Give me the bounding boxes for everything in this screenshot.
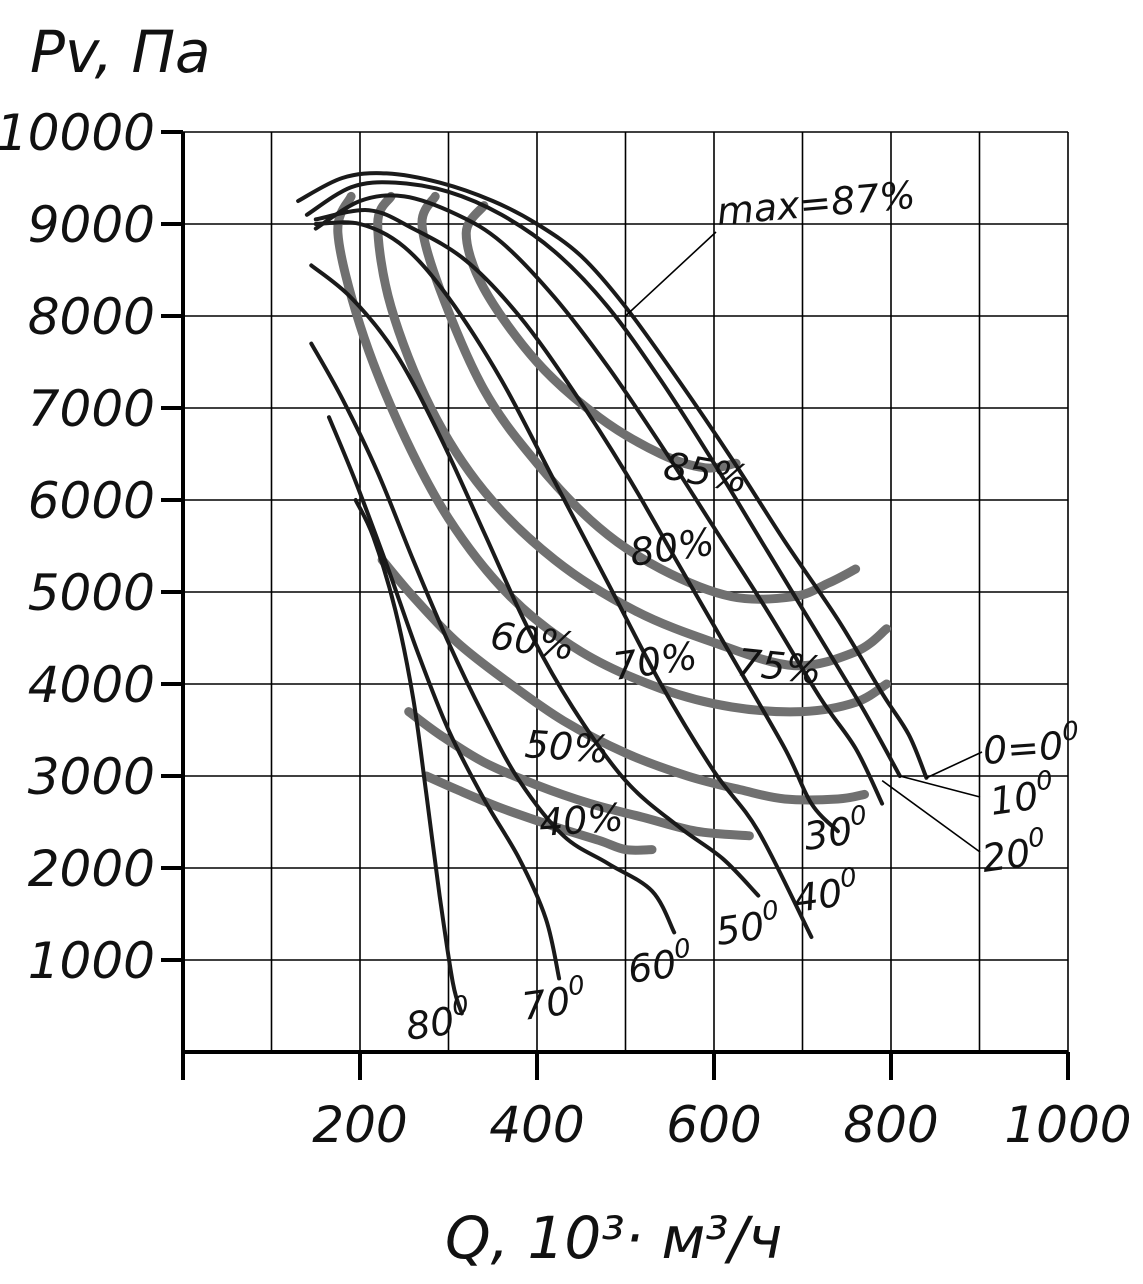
degree-mark: 0: [450, 990, 471, 1022]
efficiency-curve-85: [461, 201, 741, 473]
blade-angle-label: 700: [518, 970, 589, 1029]
efficiency-curve-50: [404, 707, 754, 841]
y-tick-label: 7000: [28, 380, 155, 438]
leader-line: [926, 751, 983, 779]
x-tick-label: 600: [666, 1096, 761, 1154]
axes: [161, 130, 1070, 1080]
efficiency-curve-80: [417, 191, 861, 604]
y-tick-label: 8000: [28, 288, 155, 346]
x-tick-label: 800: [843, 1096, 938, 1154]
efficiency-label: 75%: [735, 640, 824, 693]
blade-angle-curve-20: [313, 193, 885, 806]
blade-angle-label: 500: [712, 895, 783, 954]
degree-mark: 0: [672, 933, 693, 965]
blade-angle-label: 400: [790, 862, 861, 921]
degree-mark: 0: [838, 862, 859, 894]
degree-mark: 0: [1034, 765, 1055, 797]
efficiency-label: 85%: [660, 444, 751, 502]
blade-angle-curve-50: [309, 263, 761, 898]
x-tick-label: 400: [489, 1096, 584, 1154]
x-tick-label: 1000: [1004, 1096, 1131, 1154]
y-tick-label: 4000: [28, 656, 155, 714]
y-tick-label: 1000: [28, 932, 155, 990]
blade-angle-curve-40: [313, 220, 814, 939]
efficiency-label: 70%: [610, 634, 700, 689]
blade-angle-label: 0=00: [981, 716, 1081, 773]
efficiency-label: 50%: [523, 722, 610, 772]
efficiency-label: 60%: [488, 613, 578, 668]
degree-mark: 0: [566, 970, 587, 1002]
efficiency-curve-60: [377, 555, 869, 805]
y-tick-label: 3000: [28, 748, 155, 806]
blade-angle-label: 800: [402, 990, 473, 1049]
efficiency-curve-70: [333, 191, 892, 717]
y-tick-label: 9000: [28, 196, 155, 254]
y-tick-label: 2000: [28, 840, 155, 898]
blade-angle-curves: [296, 171, 929, 1016]
y-tick-label: 10000: [0, 104, 155, 162]
blade-angle-label: 600: [624, 933, 695, 992]
y-tick-label: 5000: [28, 564, 155, 622]
blade-angle-label: 300: [800, 800, 871, 859]
blade-angle-curve-80: [353, 498, 464, 1016]
degree-mark: 0: [760, 895, 781, 927]
blade-angle-label: 100: [986, 765, 1057, 824]
degree-mark: 0: [1061, 716, 1080, 747]
y-tick-label: 6000: [28, 472, 155, 530]
blade-angle-curve-70: [327, 415, 562, 981]
leader-line: [899, 775, 981, 798]
blade-angle-curve-30: [313, 208, 840, 834]
efficiency-label: 40%: [538, 795, 625, 845]
blade-angle-curve-10: [304, 180, 902, 778]
blade-angle-label: 200: [978, 822, 1049, 881]
x-axis-title: Q, 10³· м³/ч: [445, 1204, 782, 1272]
leader-line: [881, 779, 981, 853]
blade-angle-curve-00: [296, 171, 929, 780]
x-tick-label: 200: [312, 1096, 407, 1154]
leader-line: [624, 231, 717, 317]
degree-mark: 0: [848, 800, 869, 832]
blade-angle-curve-60: [309, 341, 677, 935]
y-axis-title: Pv, Па: [30, 18, 211, 86]
efficiency-label: 80%: [627, 520, 717, 575]
leader-lines: [624, 231, 983, 853]
degree-mark: 0: [1026, 822, 1047, 854]
